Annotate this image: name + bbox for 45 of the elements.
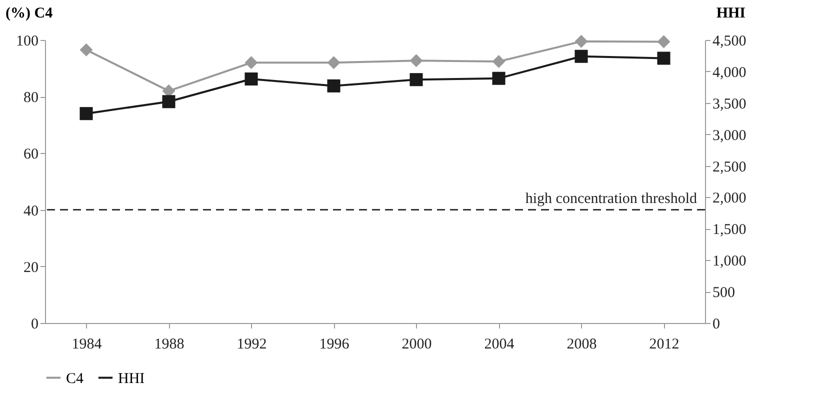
point bbox=[657, 52, 670, 65]
point bbox=[162, 95, 176, 108]
y2-tick-label: 0 bbox=[712, 316, 720, 332]
point bbox=[657, 35, 670, 48]
point bbox=[327, 56, 340, 70]
y2-tick-label: 1,000 bbox=[712, 254, 746, 270]
y2-tick-label: 3,500 bbox=[712, 96, 746, 112]
ref-line-label: high concentration threshold bbox=[525, 190, 698, 207]
point bbox=[574, 50, 588, 63]
point bbox=[410, 54, 423, 68]
point bbox=[80, 107, 93, 120]
y-tick-label: 0 bbox=[31, 316, 38, 332]
x-tick-label: 1996 bbox=[319, 336, 350, 352]
x-tick-label: 1992 bbox=[236, 336, 267, 352]
y2-tick-label: 500 bbox=[712, 285, 735, 302]
y-tick-label: 100 bbox=[16, 34, 38, 50]
x-tick-label: 1988 bbox=[154, 336, 184, 352]
point bbox=[327, 79, 340, 92]
y-tick-label: 40 bbox=[24, 203, 38, 220]
point bbox=[162, 84, 176, 98]
y2-tick-label: 2,000 bbox=[712, 190, 746, 207]
point bbox=[492, 54, 506, 68]
y-tick-label: 20 bbox=[24, 260, 38, 276]
legend-label: HHI bbox=[118, 370, 145, 387]
x-tick-label: 2012 bbox=[649, 336, 680, 352]
point bbox=[244, 56, 258, 70]
y2-tick-label: 2,500 bbox=[712, 159, 746, 176]
point bbox=[492, 72, 506, 85]
point bbox=[410, 73, 423, 86]
x-tick-label: 2000 bbox=[402, 336, 432, 352]
y-tick-label: 60 bbox=[24, 146, 38, 163]
point bbox=[244, 72, 258, 86]
point bbox=[574, 34, 588, 48]
y2-axis-title: HHI bbox=[716, 6, 746, 22]
y-axis-title: (%) C4 bbox=[6, 6, 54, 22]
x-tick-label: 2008 bbox=[566, 336, 597, 352]
y2-tick-label: 3,000 bbox=[712, 128, 746, 144]
y2-tick-label: 4,000 bbox=[712, 64, 746, 81]
y2-tick-label: 1,500 bbox=[712, 222, 746, 238]
x-tick-label: 2004 bbox=[484, 336, 515, 352]
x-tick-label: 1984 bbox=[72, 336, 102, 352]
y2-tick-label: 4,500 bbox=[712, 34, 746, 50]
y-tick-label: 80 bbox=[24, 90, 38, 106]
point bbox=[80, 43, 93, 56]
legend-label: C4 bbox=[66, 370, 84, 387]
